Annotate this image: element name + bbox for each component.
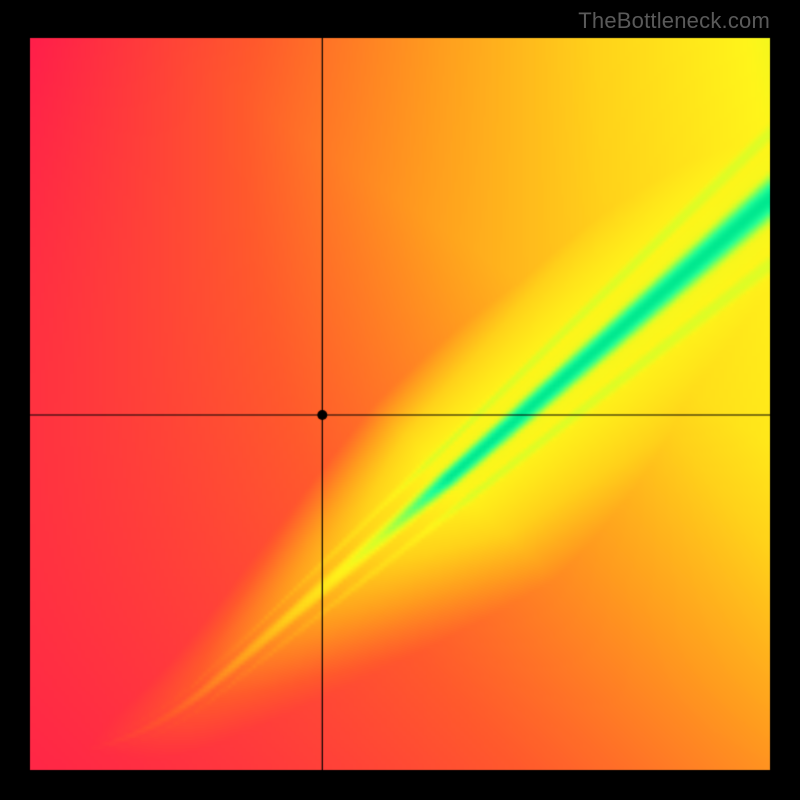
bottleneck-heatmap: [0, 0, 800, 800]
watermark-text: TheBottleneck.com: [578, 8, 770, 34]
